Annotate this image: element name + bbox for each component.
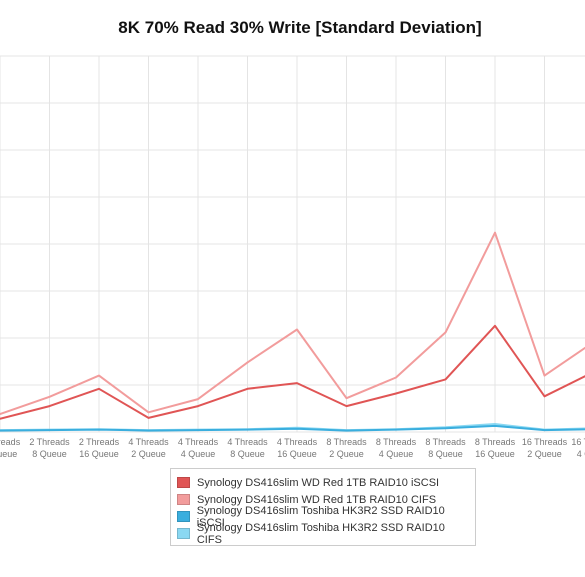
- legend-label: Synology DS416slim Toshiba HK3R2 SSD RAI…: [196, 521, 445, 546]
- data-point: [197, 398, 199, 400]
- legend-swatch: [177, 528, 190, 539]
- data-point: [48, 405, 51, 407]
- legend-label: Synology DS416slim WD Red 1TB RAID10 iSC…: [197, 476, 440, 489]
- x-tick-label: 4 Threads 4 Queue: [178, 437, 219, 459]
- data-point: [395, 376, 397, 379]
- chart-grid: [0, 55, 585, 433]
- x-tick-label: 8 Threads 4 Queue: [376, 437, 417, 459]
- legend-swatch: [177, 511, 190, 522]
- x-tick-label: 8 Threads 2 Queue: [326, 437, 367, 459]
- data-point: [543, 429, 546, 431]
- chart-legend: Synology DS416slim WD Red 1TB RAID10 iSC…: [170, 468, 476, 546]
- data-point: [345, 405, 348, 407]
- data-point: [296, 427, 298, 430]
- data-point: [0, 413, 1, 415]
- legend-item[interactable]: Synology DS416slim WD Red 1TB RAID10 CIF…: [177, 491, 469, 508]
- data-point: [98, 374, 100, 377]
- data-point: [444, 331, 447, 334]
- data-point: [246, 361, 249, 364]
- legend-label: Synology DS416slim WD Red 1TB RAID10 CIF…: [197, 493, 437, 506]
- data-point: [147, 417, 150, 419]
- legend-item[interactable]: Synology DS416slim Toshiba HK3R2 SSD RAI…: [177, 522, 469, 546]
- legend-item[interactable]: Synology DS416slim Toshiba HK3R2 SSD RAI…: [177, 505, 469, 529]
- x-tick-label: 4 Threads 16 Queue: [277, 437, 318, 459]
- data-point: [296, 328, 298, 331]
- data-point: [345, 397, 348, 399]
- x-tick-label: 2 Threads 16 Queue: [79, 437, 120, 459]
- data-point: [494, 231, 496, 234]
- data-point: [0, 418, 1, 420]
- legend-label: Synology DS416slim Toshiba HK3R2 SSD RAI…: [196, 504, 445, 529]
- series-line: [0, 324, 585, 420]
- x-tick-label: 8 Threads 16 Queue: [475, 437, 516, 459]
- data-point: [0, 429, 1, 432]
- series-line: [0, 231, 585, 416]
- data-point: [543, 395, 546, 398]
- data-point: [246, 387, 249, 390]
- data-point: [246, 428, 249, 431]
- data-point: [444, 427, 447, 430]
- data-point: [296, 382, 298, 384]
- data-point: [48, 395, 51, 398]
- data-point: [197, 429, 199, 431]
- data-point: [48, 429, 51, 431]
- data-point: [444, 378, 447, 381]
- data-point: [147, 429, 150, 432]
- chart-series-lines: [0, 231, 585, 432]
- x-tick-label: 4 Threads 8 Queue: [227, 437, 268, 459]
- data-point: [494, 423, 496, 425]
- data-point: [543, 374, 546, 377]
- data-point: [98, 387, 100, 390]
- x-tick-label: 8 Threads 8 Queue: [425, 437, 466, 459]
- data-point: [98, 428, 100, 431]
- legend-item[interactable]: Synology DS416slim WD Red 1TB RAID10 iSC…: [177, 474, 469, 491]
- data-point: [147, 411, 150, 414]
- x-tick-label: 16 Threads 2 Queue: [522, 437, 568, 459]
- data-point: [395, 428, 397, 431]
- legend-swatch: [177, 494, 190, 505]
- data-point: [395, 392, 397, 395]
- data-point: [494, 324, 496, 327]
- chart-title: 8K 70% Read 30% Write [Standard Deviatio…: [118, 18, 482, 37]
- data-point: [494, 425, 496, 427]
- data-point: [197, 405, 199, 407]
- data-point: [345, 429, 348, 432]
- x-tick-label: 2 Threads 8 Queue: [29, 437, 70, 459]
- series-line: [0, 424, 585, 432]
- x-tick-label: 4 Threads 2 Queue: [128, 437, 169, 459]
- legend-swatch: [177, 477, 190, 488]
